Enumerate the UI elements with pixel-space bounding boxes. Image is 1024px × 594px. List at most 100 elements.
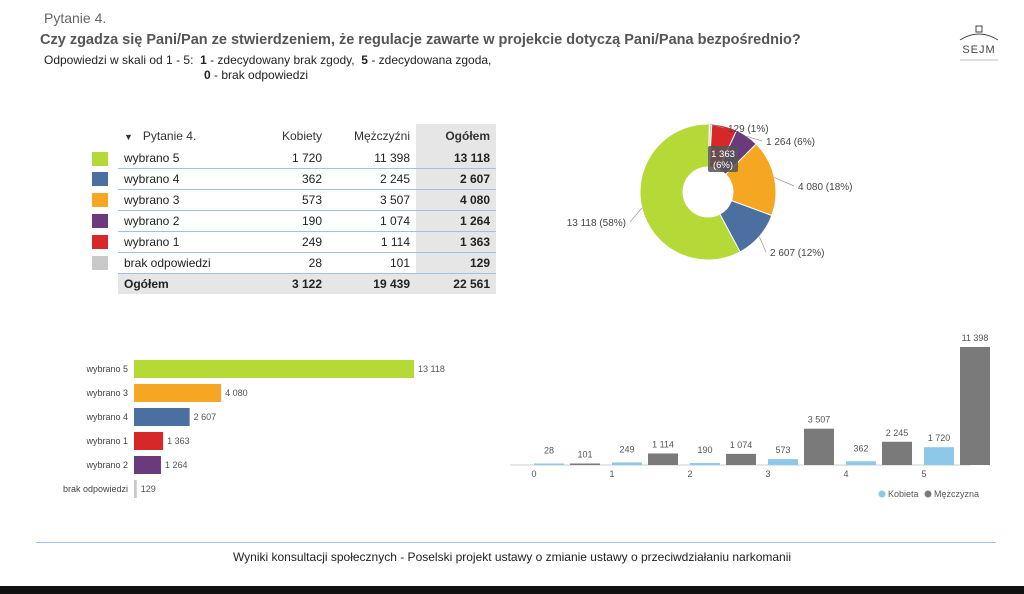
row-men: 101 xyxy=(328,252,416,274)
hbar-value-label: 1 363 xyxy=(167,436,190,446)
total-label: Ogółem xyxy=(118,273,254,294)
legend-marker xyxy=(878,490,886,498)
hbar-value-label: 13 118 xyxy=(418,364,445,374)
vbar-value-label: 190 xyxy=(697,445,712,455)
row-men: 3 507 xyxy=(328,189,416,211)
vbar-category-label: 1 xyxy=(609,469,614,479)
donut-slice xyxy=(639,123,741,261)
row-total: 129 xyxy=(416,252,496,274)
hbar-bar xyxy=(134,384,222,402)
vbar-category-label: 3 xyxy=(765,469,770,479)
donut-leader-line xyxy=(710,123,725,129)
row-women: 362 xyxy=(254,168,328,190)
vbar-category-label: 4 xyxy=(843,469,848,479)
vbar-value-label: 1 720 xyxy=(928,433,951,443)
vbar-bar xyxy=(690,463,720,465)
vbar-bar xyxy=(804,428,834,465)
hbar-category-label: wybrano 1 xyxy=(85,436,128,446)
vbar-bar xyxy=(534,463,564,465)
hbar-value-label: 2 607 xyxy=(194,412,217,422)
table-row: wybrano 1 249 1 114 1 363 xyxy=(86,231,496,253)
vbar-bar xyxy=(882,441,912,465)
scale-description: Odpowiedzi w skali od 1 - 5: 1 - zdecydo… xyxy=(44,53,491,83)
donut-data-label: 4 080 (18%) xyxy=(798,182,852,193)
hbar-value-label: 4 080 xyxy=(225,388,248,398)
vbar-category-label: 0 xyxy=(531,469,536,479)
vbar-bar xyxy=(768,459,798,465)
scale-1-num: 1 xyxy=(200,53,207,67)
vbar-value-label: 101 xyxy=(577,450,592,460)
vbar-bar xyxy=(648,453,678,465)
donut-callout-box xyxy=(708,146,738,172)
vbar-category-label: 2 xyxy=(687,469,692,479)
hbar-bar xyxy=(134,360,414,378)
row-women: 190 xyxy=(254,210,328,232)
vbar-bar xyxy=(570,463,600,465)
hbar-bar xyxy=(134,432,164,450)
page-title: Pytanie 4. xyxy=(44,10,107,26)
hbar-value-label: 129 xyxy=(141,484,156,494)
donut-leader-line xyxy=(758,236,767,253)
table-total-row: Ogółem 3 122 19 439 22 561 xyxy=(86,273,496,294)
hbar-category-label: brak odpowiedzi xyxy=(63,484,128,494)
hbar-category-label: wybrano 2 xyxy=(85,460,128,470)
legend-swatch xyxy=(86,211,118,232)
sejm-logo: SEJM xyxy=(959,25,999,61)
row-label: wybrano 3 xyxy=(118,189,254,211)
row-men: 1 114 xyxy=(328,231,416,253)
hbar-category-label: wybrano 4 xyxy=(85,412,128,422)
vbar-value-label: 573 xyxy=(775,445,790,455)
legend-swatch xyxy=(86,148,118,169)
row-total: 2 607 xyxy=(416,168,496,190)
hbar-value-label: 1 264 xyxy=(165,460,188,470)
total-women: 3 122 xyxy=(254,273,328,294)
hbar-bar xyxy=(134,456,161,474)
scale-prefix: Odpowiedzi w skali od 1 - 5: xyxy=(44,53,194,67)
table-row: wybrano 3 573 3 507 4 080 xyxy=(86,189,496,211)
legend-swatch xyxy=(86,169,118,190)
table-row: wybrano 2 190 1 074 1 264 xyxy=(86,210,496,232)
total-all: 22 561 xyxy=(416,273,496,294)
sort-down-icon[interactable]: ▼ xyxy=(124,132,133,142)
hbar-bar xyxy=(134,480,137,498)
vbar-category-label: 5 xyxy=(921,469,926,479)
table-row: brak odpowiedzi 28 101 129 xyxy=(86,252,496,274)
donut-data-label: 13 118 (58%) xyxy=(567,218,626,229)
vbar-value-label: 28 xyxy=(544,446,554,456)
legend-swatch xyxy=(86,253,118,274)
donut-leader-line xyxy=(629,207,643,223)
table-row: wybrano 4 362 2 245 2 607 xyxy=(86,168,496,190)
row-label: brak odpowiedzi xyxy=(118,252,254,274)
scale-5-num: 5 xyxy=(361,53,368,67)
results-table: ▼ Pytanie 4. Kobiety Mężczyźni Ogółem wyb… xyxy=(86,124,496,294)
row-women: 1 720 xyxy=(254,148,328,169)
donut-slice xyxy=(725,143,777,217)
donut-callout-value: 1 363 xyxy=(711,149,735,160)
table-header-women: Kobiety xyxy=(281,129,322,143)
footer-text: Wyniki konsultacji społecznych - Poselsk… xyxy=(232,550,792,564)
donut-leader-line xyxy=(746,135,763,142)
vbar-value-label: 2 245 xyxy=(886,428,909,438)
legend-label: Kobieta xyxy=(888,489,919,499)
row-women: 28 xyxy=(254,252,328,274)
vbar-value-label: 3 507 xyxy=(808,415,831,425)
scale-1-text: - zdecydowany brak zgody, xyxy=(206,53,355,67)
row-total: 4 080 xyxy=(416,189,496,211)
row-women: 249 xyxy=(254,231,328,253)
donut-data-label: 129 (1%) xyxy=(728,124,769,135)
vbar-value-label: 1 074 xyxy=(730,440,753,450)
row-men: 11 398 xyxy=(328,148,416,169)
row-total: 1 264 xyxy=(416,210,496,232)
legend-marker xyxy=(924,490,932,498)
scale-5-text: - zdecydowana zgoda, xyxy=(367,53,492,67)
table-header-question[interactable]: ▼ Pytanie 4. xyxy=(124,129,197,143)
row-men: 2 245 xyxy=(328,168,416,190)
row-label: wybrano 4 xyxy=(118,168,254,190)
logo-text: SEJM xyxy=(962,44,995,56)
legend-swatch xyxy=(86,232,118,253)
vbar-value-label: 249 xyxy=(619,444,634,454)
horizontal-bar-chart: wybrano 5 13 118 wybrano 3 4 080 wybrano 4 2 … xyxy=(63,360,445,498)
donut-data-label: 1 264 (6%) xyxy=(766,137,815,148)
vbar-bar xyxy=(924,447,954,465)
question-text: Czy zgadza się Pani/Pan ze stwierdzeniem… xyxy=(40,32,801,48)
